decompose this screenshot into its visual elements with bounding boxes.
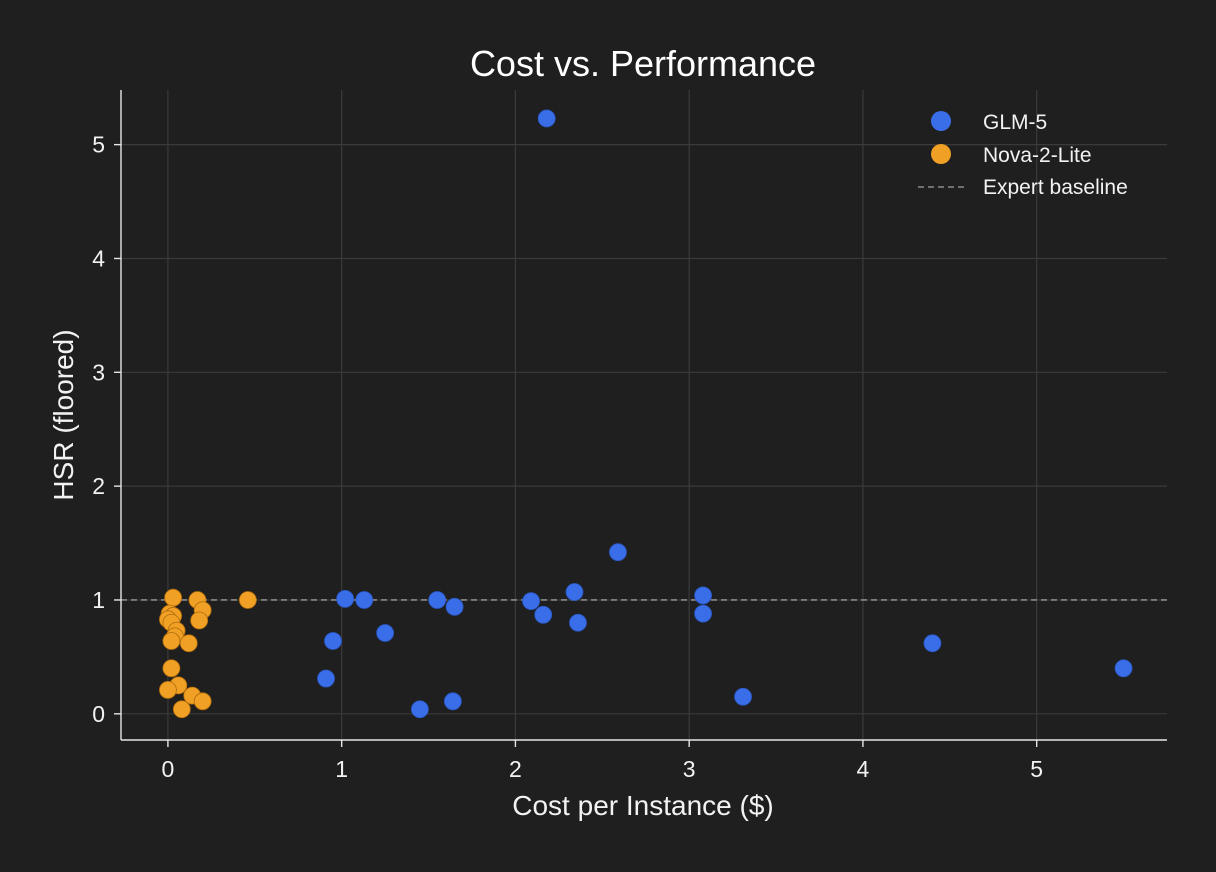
legend-label-nova: Nova-2-Lite	[983, 144, 1092, 167]
point-glm-5	[694, 586, 712, 605]
y-tick-label: 3	[92, 359, 105, 385]
tick-labels: 0 1 2 3 4 5 0 1 2 3 4 5	[92, 132, 1043, 782]
point-glm-5	[355, 591, 374, 609]
legend-label-glm5: GLM-5	[983, 111, 1047, 134]
x-axis-title: Cost per Instance ($)	[512, 790, 773, 821]
point-glm-5	[324, 632, 342, 650]
point-glm-5	[534, 605, 553, 624]
point-glm-5	[428, 591, 447, 609]
legend-marker-nova	[931, 144, 951, 164]
y-tick-label: 4	[92, 245, 105, 271]
point-glm-5	[923, 634, 942, 653]
point-nova-2-lite	[190, 611, 209, 630]
point-glm-5	[1114, 659, 1133, 678]
point-glm-5	[537, 109, 556, 128]
grid-lines	[121, 90, 1167, 740]
point-glm-5	[443, 692, 462, 711]
point-nova-2-lite	[179, 634, 198, 653]
point-glm-5	[522, 592, 540, 611]
data-points	[159, 109, 1133, 719]
x-tick-label: 3	[683, 756, 696, 782]
point-glm-5	[694, 604, 712, 623]
x-tick-label: 4	[857, 756, 870, 782]
axes	[114, 90, 1167, 747]
chart-title: Cost vs. Performance	[470, 43, 816, 84]
point-glm-5	[445, 597, 464, 616]
point-nova-2-lite	[172, 700, 191, 719]
point-nova-2-lite	[162, 659, 181, 678]
legend-marker-glm5	[931, 111, 951, 131]
point-glm-5	[376, 624, 395, 642]
point-nova-2-lite	[159, 681, 177, 699]
point-nova-2-lite	[164, 588, 183, 607]
point-glm-5	[734, 687, 752, 706]
point-glm-5	[336, 589, 355, 608]
point-nova-2-lite	[238, 591, 257, 609]
x-tick-label: 0	[162, 756, 175, 782]
y-axis-title: HSR (floored)	[48, 329, 79, 500]
point-glm-5	[609, 543, 627, 562]
legend: GLM-5 Nova-2-Lite Expert baseline	[918, 111, 1128, 199]
x-tick-label: 1	[335, 756, 348, 782]
y-tick-label: 0	[92, 701, 105, 727]
point-nova-2-lite	[193, 692, 212, 711]
point-glm-5	[569, 613, 587, 632]
point-nova-2-lite	[162, 632, 181, 650]
point-glm-5	[410, 700, 429, 719]
point-glm-5	[565, 583, 584, 601]
y-tick-label: 5	[92, 132, 105, 158]
y-tick-label: 2	[92, 473, 105, 499]
legend-label-baseline: Expert baseline	[983, 176, 1128, 199]
point-glm-5	[317, 669, 335, 688]
x-tick-label: 2	[509, 756, 522, 782]
y-tick-label: 1	[92, 587, 105, 613]
x-tick-label: 5	[1030, 756, 1043, 782]
